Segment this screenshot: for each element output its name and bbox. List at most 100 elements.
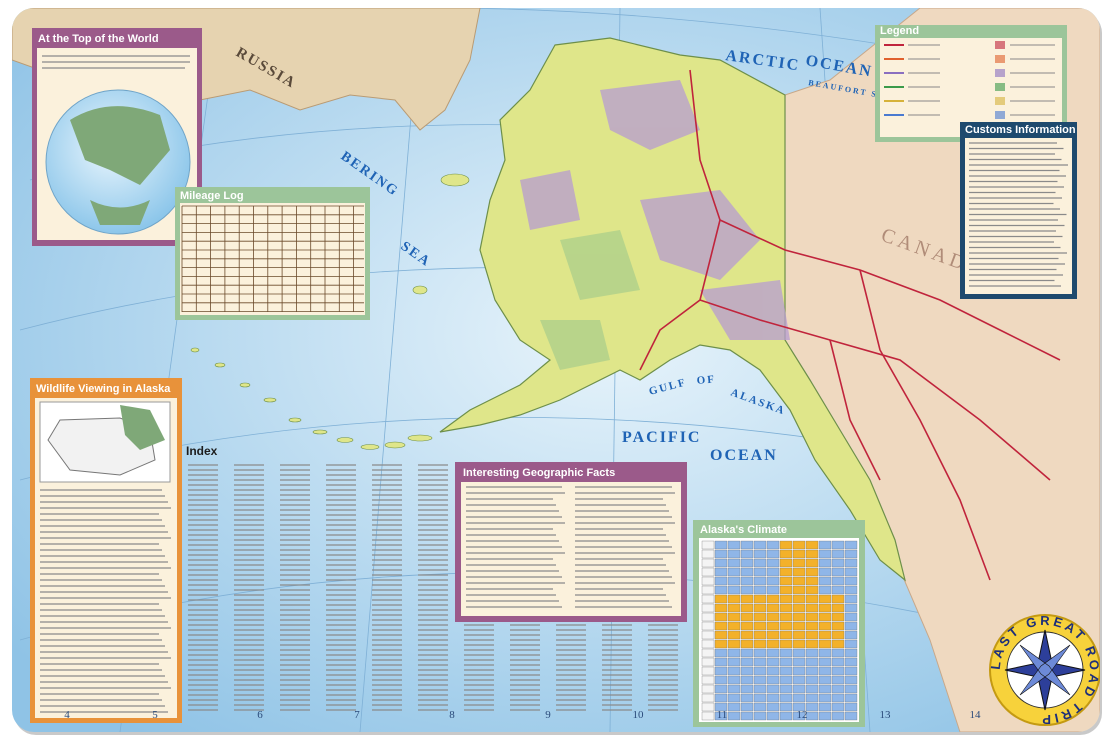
climate-cell	[805, 594, 819, 604]
climate-cell	[831, 549, 845, 559]
climate-cell	[727, 630, 741, 640]
climate-cell	[818, 603, 832, 613]
climate-cell	[779, 567, 793, 577]
alaska-parks	[540, 230, 640, 370]
climate-cell	[766, 558, 780, 568]
climate-cell	[753, 630, 767, 640]
climate-cell	[753, 594, 767, 604]
climate-cell	[766, 567, 780, 577]
climate-cell	[792, 630, 806, 640]
climate-cell	[727, 603, 741, 613]
climate-cell	[714, 612, 728, 622]
climate-cell	[701, 639, 715, 649]
map-body: RUSSIA BERING SEA ARCTIC OCEAN BEAUFORT …	[12, 8, 1100, 732]
panel-geographic-facts: Interesting Geographic Facts	[455, 462, 687, 622]
climate-cell	[792, 684, 806, 694]
climate-cell	[714, 648, 728, 658]
climate-cell	[727, 540, 741, 550]
climate-cell	[844, 594, 858, 604]
climate-cell	[753, 675, 767, 685]
climate-cell	[779, 549, 793, 559]
climate-cell	[766, 657, 780, 667]
climate-cell	[805, 612, 819, 622]
climate-cell	[740, 549, 754, 559]
climate-cell	[753, 648, 767, 658]
climate-cell	[727, 648, 741, 658]
climate-cell	[818, 639, 832, 649]
climate-cell	[766, 594, 780, 604]
climate-cell	[701, 621, 715, 631]
climate-cell	[805, 549, 819, 559]
climate-cell	[701, 594, 715, 604]
climate-cell	[701, 549, 715, 559]
climate-cell	[844, 657, 858, 667]
climate-cell	[818, 702, 832, 712]
climate-cell	[714, 630, 728, 640]
climate-cell	[779, 648, 793, 658]
alaska-regions	[520, 80, 790, 340]
climate-cell	[805, 666, 819, 676]
climate-cell	[805, 540, 819, 550]
panel-text	[42, 55, 190, 69]
climate-cell	[818, 540, 832, 550]
climate-cell	[740, 585, 754, 595]
climate-cell	[792, 711, 806, 721]
climate-cell	[792, 576, 806, 586]
climate-cell	[818, 576, 832, 586]
climate-cell	[714, 621, 728, 631]
climate-cell	[714, 558, 728, 568]
panel-body	[461, 482, 681, 616]
climate-cell	[844, 693, 858, 703]
climate-cell	[844, 639, 858, 649]
climate-cell	[740, 702, 754, 712]
table-grid	[181, 205, 364, 313]
climate-cell	[844, 540, 858, 550]
climate-cell	[818, 675, 832, 685]
climate-cell	[805, 648, 819, 658]
climate-cell	[714, 603, 728, 613]
climate-cell	[727, 657, 741, 667]
climate-cell	[753, 576, 767, 586]
grid-number: 4	[64, 709, 70, 721]
climate-cell	[818, 567, 832, 577]
climate-cell	[779, 630, 793, 640]
climate-cell	[844, 702, 858, 712]
climate-cell	[844, 612, 858, 622]
climate-cell	[714, 594, 728, 604]
climate-cell	[779, 675, 793, 685]
aleutian-islands	[190, 173, 470, 450]
climate-cell	[753, 612, 767, 622]
climate-cell	[753, 684, 767, 694]
climate-cell	[779, 621, 793, 631]
climate-cell	[701, 666, 715, 676]
climate-cell	[831, 612, 845, 622]
climate-cell	[766, 693, 780, 703]
climate-cell	[740, 612, 754, 622]
climate-cell	[766, 684, 780, 694]
panel-wildlife: Wildlife Viewing in Alaska	[30, 378, 182, 723]
panel-title: At the Top of the World	[38, 33, 159, 45]
grid-number: 13	[880, 709, 892, 721]
climate-cell	[740, 594, 754, 604]
climate-cell	[753, 666, 767, 676]
climate-cell	[792, 549, 806, 559]
climate-cell	[753, 702, 767, 712]
climate-cell	[805, 603, 819, 613]
climate-cell	[740, 603, 754, 613]
climate-cell	[831, 693, 845, 703]
climate-cell	[714, 657, 728, 667]
climate-cell	[740, 567, 754, 577]
climate-cell	[701, 567, 715, 577]
climate-cell	[714, 666, 728, 676]
climate-cell	[753, 603, 767, 613]
climate-cell	[727, 558, 741, 568]
globe-land	[90, 200, 150, 225]
climate-cell	[805, 702, 819, 712]
climate-cell	[766, 549, 780, 559]
climate-cell	[805, 585, 819, 595]
climate-cell	[701, 657, 715, 667]
climate-cell	[779, 657, 793, 667]
climate-cell	[831, 621, 845, 631]
climate-cell	[766, 675, 780, 685]
panel-title: Mileage Log	[180, 190, 244, 202]
